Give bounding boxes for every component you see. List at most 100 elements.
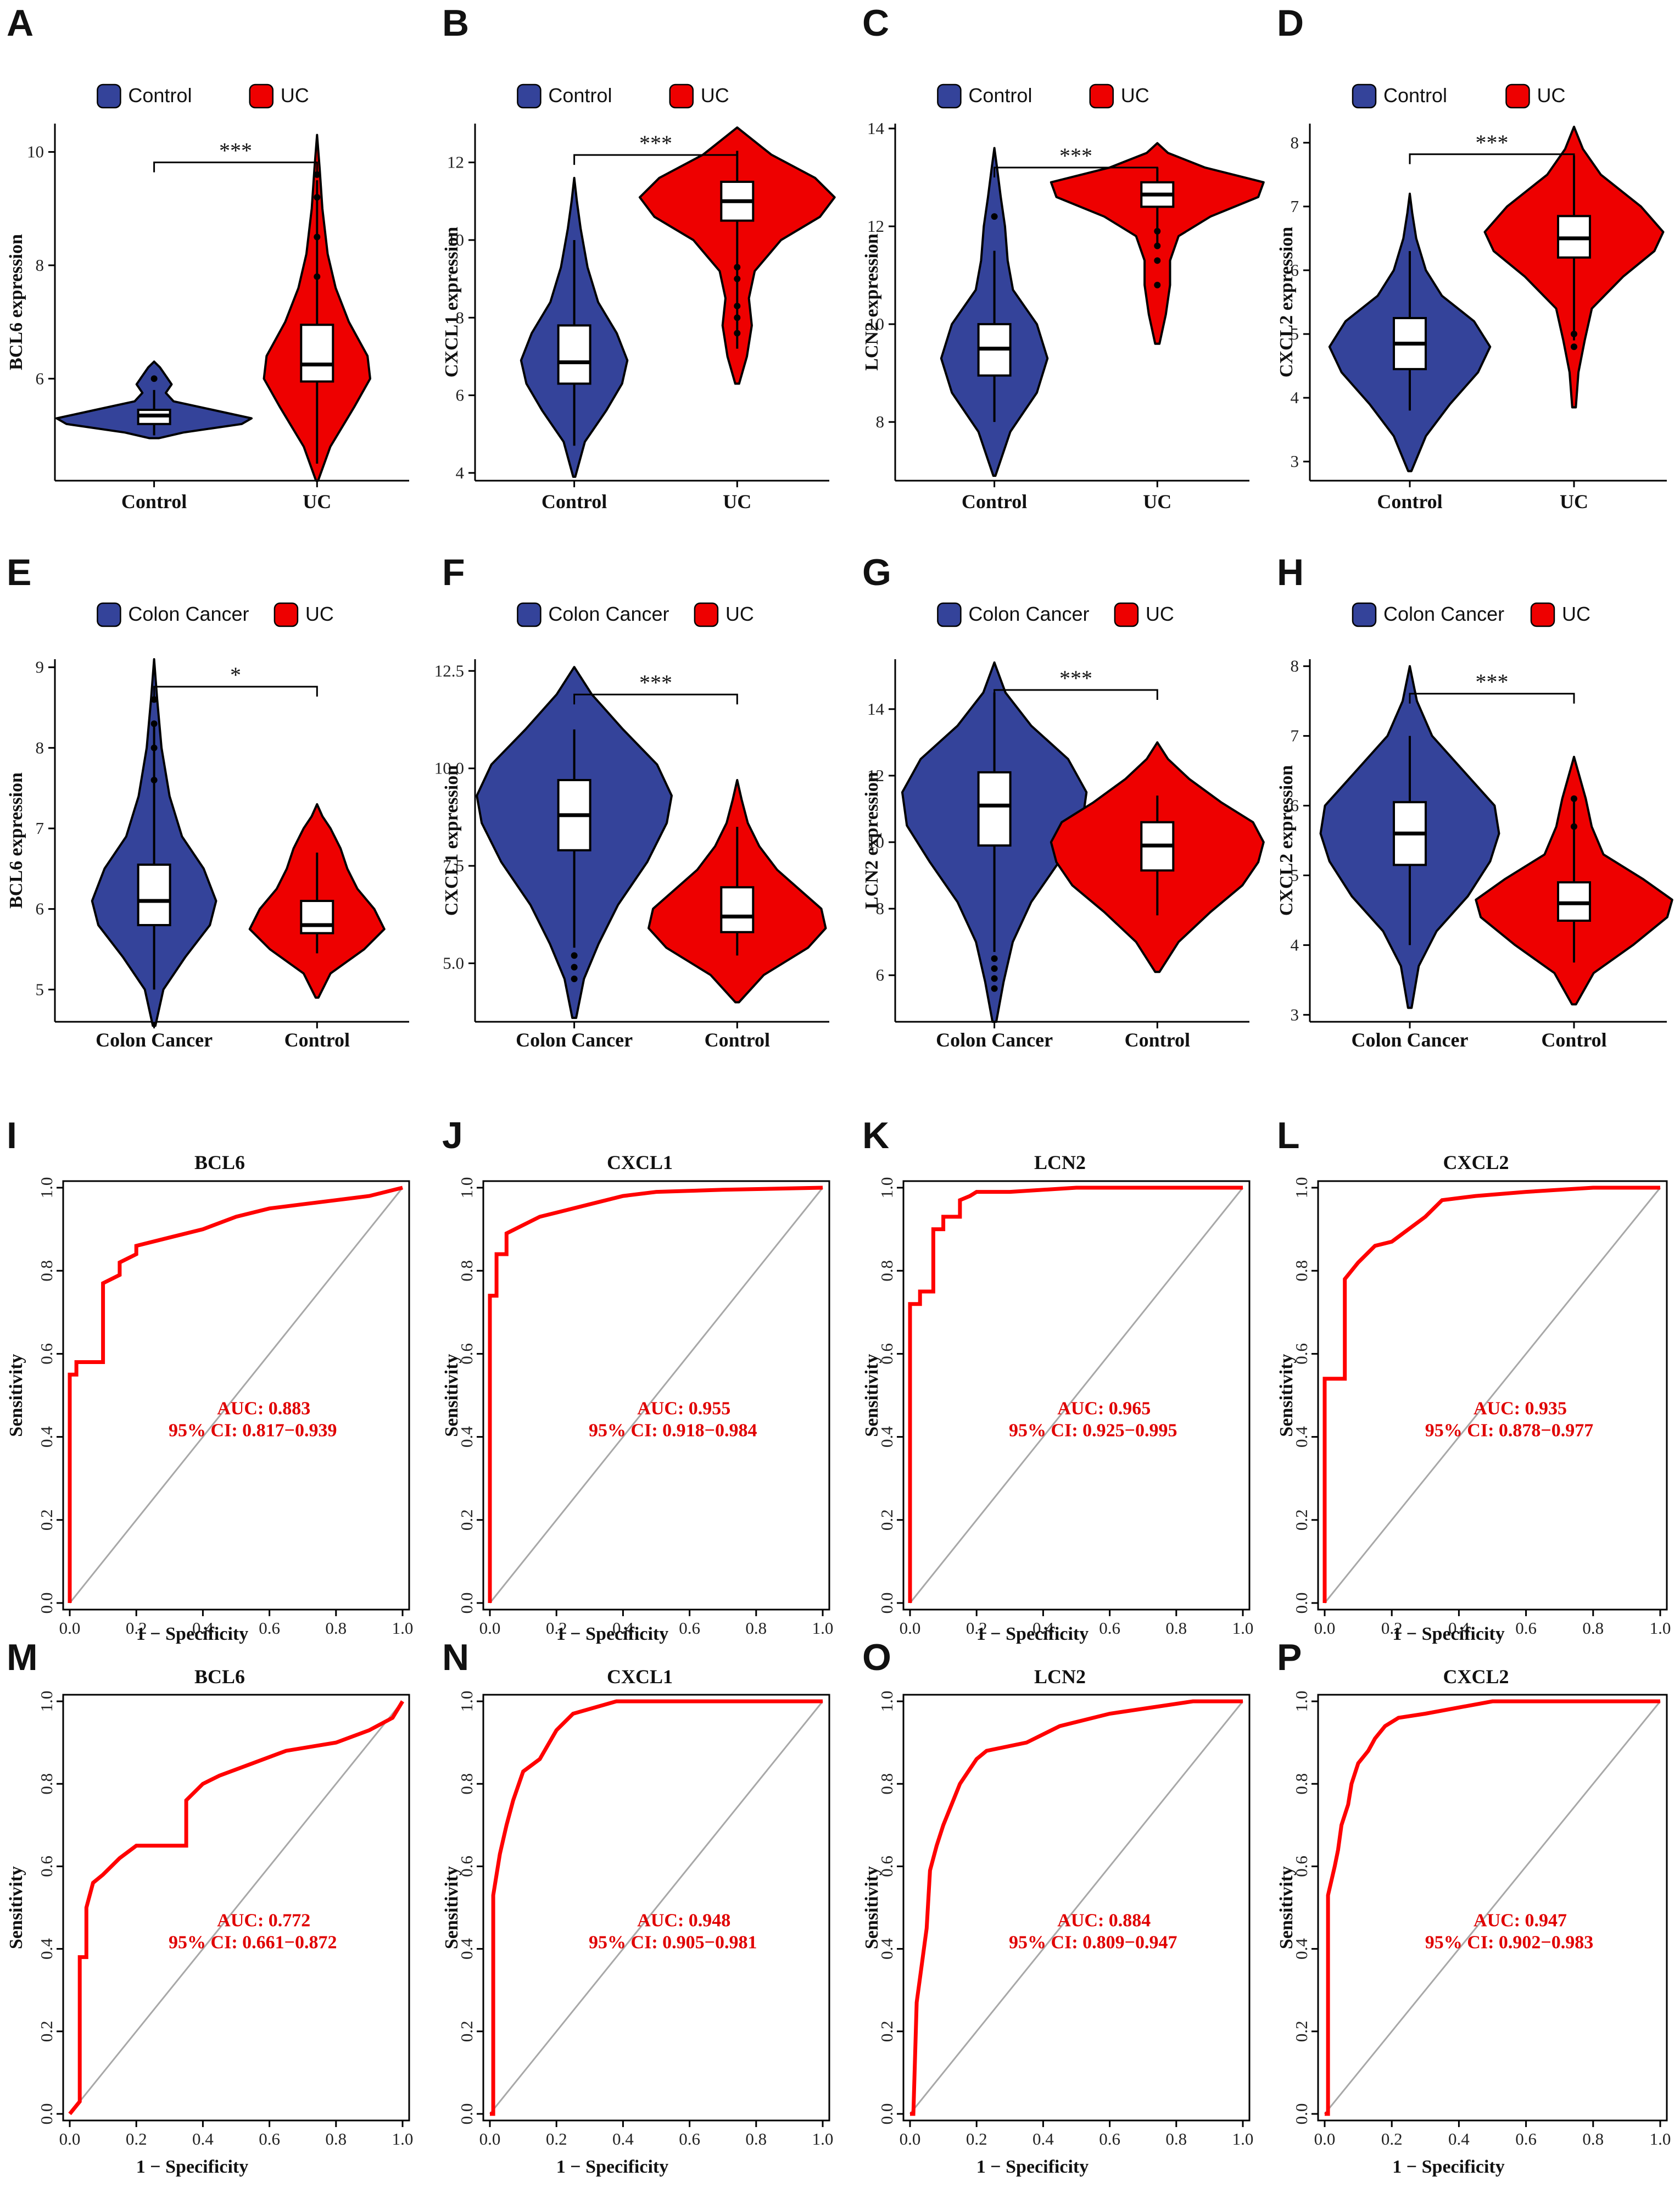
y-tick-label: 0.2 <box>1292 2021 1311 2042</box>
x-tick-label: 1.0 <box>1650 1618 1671 1638</box>
y-tick-label: 5.0 <box>443 954 464 973</box>
box <box>137 864 171 926</box>
outlier-point <box>1571 823 1577 830</box>
x-tick-label: 0.4 <box>612 1618 634 1638</box>
y-tick-label: 0.8 <box>877 1260 896 1282</box>
panel-label: M <box>7 1637 38 1678</box>
x-tick-label: 0.4 <box>1032 2129 1054 2149</box>
y-tick-label: 0.4 <box>37 1426 56 1448</box>
plot-frame <box>482 1694 830 2122</box>
y-axis-title: BCL6 expression <box>6 772 26 909</box>
plot-frame <box>1317 1180 1668 1611</box>
diagonal-reference <box>69 1701 404 2114</box>
y-tick-label: 0.0 <box>877 2103 896 2125</box>
legend-swatch-blue <box>937 84 962 109</box>
y-tick-label: 10 <box>447 230 464 249</box>
significance-label: * <box>230 663 241 687</box>
significance-label: *** <box>1059 143 1092 168</box>
y-axis-title: Sensitivity <box>442 1866 462 1949</box>
y-tick-label: 1.0 <box>1292 1177 1311 1199</box>
plot-frame <box>1317 1694 1668 2122</box>
diagonal-reference <box>909 1187 1244 1604</box>
violin-uc <box>638 126 836 385</box>
x-tick-label: 1.0 <box>392 1618 414 1638</box>
x-category-label: Control <box>962 491 1027 513</box>
outlier-point <box>150 375 158 382</box>
y-tick-label: 10 <box>27 142 44 162</box>
box <box>977 771 1012 847</box>
legend-label: Control <box>128 84 192 107</box>
ci-label: 95% CI: 0.925−0.995 <box>1009 1420 1177 1440</box>
y-tick-label: 0.4 <box>1292 1426 1311 1448</box>
x-tick-label: 0.2 <box>966 2129 987 2149</box>
panel-label: O <box>862 1637 891 1678</box>
x-tick-label: 1.0 <box>812 2129 834 2149</box>
auc-label: AUC: 0.948 <box>637 1911 730 1931</box>
x-category-label: UC <box>1143 491 1171 513</box>
y-tick-label: 0.2 <box>37 2021 56 2042</box>
violin-uc <box>1050 142 1265 345</box>
y-tick-label: 7 <box>1291 197 1299 216</box>
roc-title: CXCL1 <box>607 1666 673 1688</box>
y-tick-label: 6 <box>1291 796 1299 815</box>
x-category-label: Control <box>1377 491 1442 513</box>
y-tick-label: 0.6 <box>1292 1856 1311 1877</box>
x-axis-title: 1 − Specificity <box>136 2157 248 2177</box>
outlier-point <box>991 985 998 992</box>
roc-title: CXCL2 <box>1443 1666 1509 1688</box>
diagonal-reference <box>489 1701 824 2114</box>
auc-label: AUC: 0.772 <box>217 1911 310 1931</box>
legend-swatch-red <box>1089 84 1114 109</box>
x-tick-label: 1.0 <box>1650 2129 1671 2149</box>
y-tick-label: 5 <box>36 979 44 999</box>
legend-label: Control <box>548 84 612 107</box>
auc-label: AUC: 0.965 <box>1057 1398 1151 1418</box>
y-tick-label: 0.2 <box>457 2021 476 2042</box>
plot-frame <box>902 1180 1251 1611</box>
y-tick-label: 1.0 <box>37 1177 56 1199</box>
y-tick-label: 0.6 <box>37 1856 56 1877</box>
auc-label: AUC: 0.884 <box>1057 1911 1151 1931</box>
y-tick-label: 1.0 <box>877 1177 896 1199</box>
violin-uc <box>263 133 371 482</box>
x-tick-label: 0.8 <box>1165 1618 1187 1638</box>
y-tick-label: 7 <box>36 819 44 838</box>
x-axis-title: 1 − Specificity <box>556 1624 668 1644</box>
y-tick-label: 0.8 <box>37 1773 56 1795</box>
outlier-point <box>991 213 998 220</box>
y-axis-title: Sensitivity <box>862 1866 882 1949</box>
x-tick-label: 0.4 <box>612 2129 634 2149</box>
legend-swatch-red <box>274 602 299 627</box>
x-tick-label: 0.4 <box>192 2129 214 2149</box>
y-tick-label: 4 <box>1291 388 1299 407</box>
y-tick-label: 8 <box>876 412 885 431</box>
significance-bracket <box>1409 693 1575 704</box>
y-tick-label: 0.4 <box>457 1938 476 1960</box>
significance-bracket <box>153 162 318 172</box>
legend-swatch-blue <box>937 602 962 627</box>
x-category-label: Control <box>1125 1029 1190 1051</box>
x-tick-label: 0.0 <box>1314 1618 1336 1638</box>
legend-swatch-blue <box>517 84 542 109</box>
legend-label: UC <box>1146 603 1174 625</box>
x-category-label: Colon Cancer <box>516 1029 633 1051</box>
outlier-point <box>150 720 158 727</box>
roc-curve <box>908 1185 1243 1603</box>
y-tick-label: 0.0 <box>457 1593 476 1614</box>
y-tick-label: 3 <box>1291 1005 1299 1024</box>
legend-swatch-red <box>1505 84 1530 109</box>
y-tick-label: 4 <box>1291 935 1299 954</box>
y-tick-label: 0.8 <box>457 1773 476 1795</box>
y-tick-label: 1.0 <box>877 1691 896 1712</box>
x-tick-label: 0.0 <box>1314 2129 1336 2149</box>
roc-panel-M: M BCL6 0.00.0 0.2 0.2 0.4 0.4 0.6 0.6 0.8 0.8 1.0 1.… <box>6 1637 413 2177</box>
x-axis-title: 1 − Specificity <box>1392 2157 1504 2177</box>
ci-label: 95% CI: 0.809−0.947 <box>1009 1933 1177 1953</box>
roc-panel-J: J CXCL1 0.00.0 0.2 0.2 0.4 0.4 0.6 0.6 0.8 0.8 1.0 1… <box>442 1115 833 1644</box>
y-tick-label: 0.2 <box>37 1509 56 1530</box>
panel-label: D <box>1277 2 1304 44</box>
x-tick-label: 0.2 <box>546 1618 567 1638</box>
x-category-label: UC <box>723 491 751 513</box>
roc-curve <box>1325 1699 1660 2116</box>
significance-label: *** <box>219 138 252 163</box>
